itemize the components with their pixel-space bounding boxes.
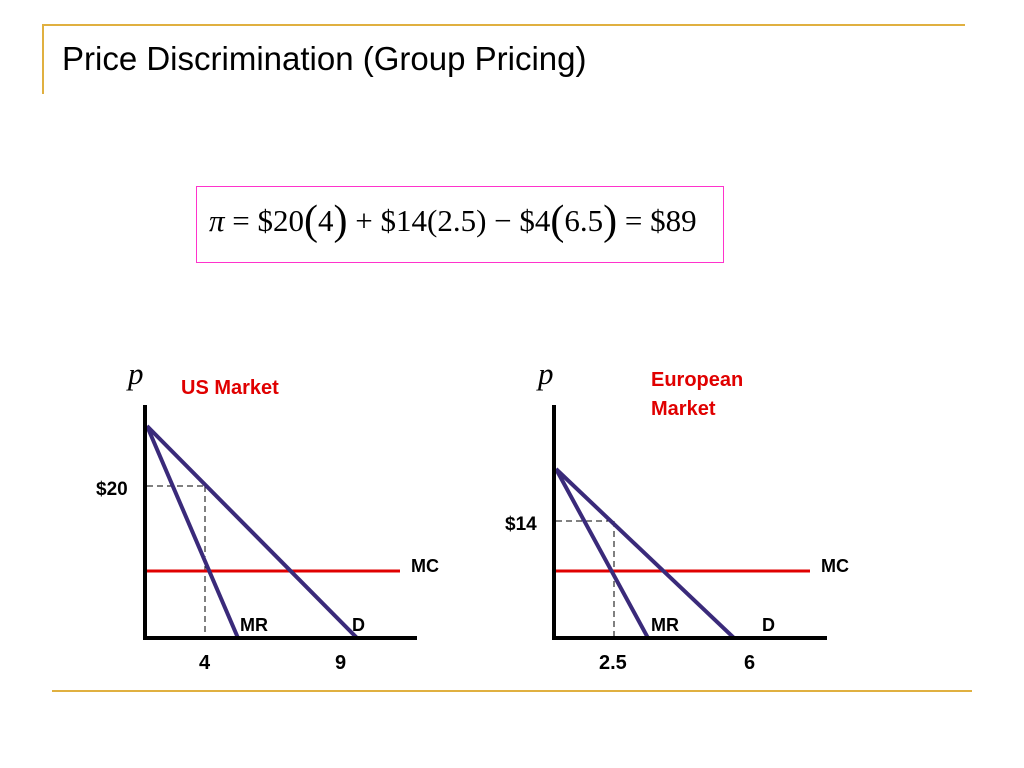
cost-term: $4	[519, 203, 551, 238]
eu-market-title-line2: Market	[651, 398, 716, 420]
us-price-label: $20	[96, 479, 128, 500]
equals-sign: =	[232, 203, 250, 238]
profit-formula: π = $20(4) + $14(2.5) − $4(6.5) = $89	[209, 200, 697, 242]
us-quantity-label: 4	[199, 652, 211, 674]
left-rule	[42, 24, 44, 94]
us-mr-curve	[145, 425, 240, 639]
us-demand-curve	[145, 424, 359, 640]
us-quantity-term: 4	[318, 203, 334, 238]
eu-revenue-term: $14(2.5)	[380, 203, 487, 238]
open-paren: (	[550, 198, 565, 244]
plus-sign: +	[355, 203, 373, 238]
us-mc-label: MC	[411, 556, 439, 576]
us-market-title: US Market	[181, 377, 279, 399]
equals-sign: =	[624, 203, 643, 238]
us-d-label: D	[352, 615, 365, 635]
minus-sign: −	[494, 203, 512, 238]
formula-box: π = $20(4) + $14(2.5) − $4(6.5) = $89	[196, 186, 724, 263]
eu-mr-curve	[554, 468, 650, 639]
profit-result: $89	[650, 203, 697, 238]
eu-market-graph	[552, 405, 827, 640]
bottom-rule	[52, 690, 972, 692]
profit-symbol: π	[209, 203, 225, 238]
eu-price-axis-label: p	[538, 356, 554, 391]
eu-demand-curve	[554, 467, 736, 640]
slide-title: Price Discrimination (Group Pricing)	[62, 40, 587, 77]
open-paren: (	[304, 198, 319, 244]
eu-demand-intercept-label: 6	[744, 652, 756, 674]
us-market-graph	[143, 405, 417, 640]
eu-mc-label: MC	[821, 556, 849, 576]
us-demand-intercept-label: 9	[335, 652, 347, 674]
us-price-term: $20	[257, 203, 305, 238]
close-paren: )	[603, 198, 618, 244]
eu-price-label: $14	[505, 514, 537, 535]
close-paren: )	[333, 198, 348, 244]
total-quantity-term: 6.5	[564, 203, 604, 238]
us-mr-label: MR	[240, 615, 268, 635]
top-rule	[42, 24, 965, 26]
eu-market-title-line1: European	[651, 369, 744, 391]
us-price-axis-label: p	[128, 356, 144, 391]
eu-mr-label: MR	[651, 615, 679, 635]
eu-d-label: D	[762, 615, 775, 635]
eu-quantity-label: 2.5	[599, 652, 627, 674]
